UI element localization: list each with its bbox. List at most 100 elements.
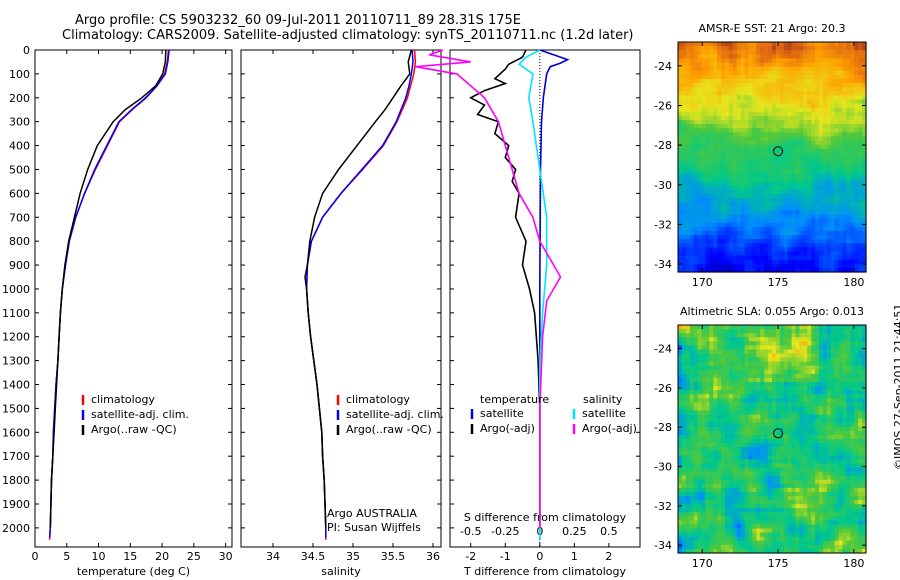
sst_map-cell [744, 115, 750, 121]
sst_map-cell [830, 111, 836, 117]
sla_map-cell [721, 373, 726, 379]
sst_map-cell [799, 202, 804, 207]
sst_map-cell [858, 255, 863, 261]
sst_map-cell [717, 267, 722, 273]
sst_map-cell [752, 54, 757, 60]
sst_map-cell [768, 165, 773, 170]
sla_map-cell [803, 325, 808, 330]
sla_map-cell [760, 353, 765, 359]
sst_map-cell [732, 202, 738, 207]
sst_map-cell [822, 198, 828, 203]
sla_map-cell [795, 418, 801, 424]
sst_map-ytick-label: -24 [654, 60, 672, 73]
sla_map-cell [768, 426, 773, 432]
sst_map-cell [850, 50, 855, 55]
sla_map-cell [775, 471, 781, 477]
sla_map-cell [717, 329, 722, 334]
sst_map-cell [740, 235, 746, 240]
sst_map-cell [697, 144, 703, 150]
sst_map-cell [756, 177, 761, 183]
sla_map-cell [740, 341, 746, 346]
sst_map-cell [826, 74, 832, 80]
sst_map-cell [713, 54, 718, 60]
sst_map-cell [822, 74, 828, 80]
sst_map-cell [756, 66, 761, 72]
sst_map-cell [791, 177, 797, 183]
sst_map-cell [709, 267, 714, 273]
sst_map-cell [815, 222, 820, 228]
sla_map-cell [807, 471, 812, 477]
sla_map-cell [822, 402, 828, 408]
sla_map-cell [721, 475, 726, 481]
sla_map-cell [850, 418, 855, 424]
sla_map-cell [740, 398, 746, 403]
sla_map-cell [768, 418, 773, 424]
sst_map-cell [764, 239, 769, 244]
sst_map-cell [701, 115, 707, 121]
sla_map-cell [697, 439, 703, 444]
sla_map-cell [795, 475, 801, 481]
sst_map-cell [846, 243, 851, 248]
sst_map-cell [685, 42, 691, 47]
sla_map-cell [787, 459, 793, 465]
sst_map-cell [858, 120, 863, 125]
sla_map-cell [850, 426, 855, 432]
sla_map-cell [725, 337, 730, 342]
sst_map-cell [768, 107, 773, 113]
sst_map-cell [701, 255, 707, 261]
sla_map-cell [717, 353, 722, 359]
sst_map-cell [783, 247, 789, 253]
sst_map-cell [705, 157, 710, 162]
sla_map-cell [807, 353, 812, 359]
sst_map-cell [846, 132, 851, 138]
sla_map-cell [697, 463, 703, 469]
sst_map-cell [756, 173, 761, 179]
sst_map-cell [752, 189, 757, 195]
sst_map-cell [787, 157, 793, 162]
sst_map-cell [736, 161, 742, 166]
sla_map-cell [838, 386, 844, 391]
sst_map-cell [858, 136, 863, 142]
sst_map-cell [717, 169, 722, 175]
sst_map-cell [799, 62, 804, 68]
sst_map-cell [768, 206, 773, 211]
sst_map-cell [838, 74, 844, 80]
sst_map-cell [721, 144, 726, 150]
sst_map-cell [756, 87, 761, 92]
sst_map-cell [740, 210, 746, 216]
sla_map-cell [705, 443, 710, 448]
sst_map-cell [721, 251, 726, 257]
sla_map-cell [705, 418, 710, 424]
sst_map-cell [705, 255, 710, 261]
sla_map-cell [826, 487, 832, 493]
sst_map-cell [858, 66, 863, 72]
sla_map-cell [740, 365, 746, 371]
sst_map-cell [862, 46, 867, 51]
sla_map-cell [713, 447, 718, 452]
sst_map-cell [748, 99, 754, 105]
sla_map-cell [752, 463, 757, 469]
sla_map-cell [783, 426, 789, 432]
sst_map-cell [846, 202, 851, 207]
sst_map-cell [815, 78, 820, 84]
sst_map-cell [681, 120, 687, 125]
sla_map-cell [697, 443, 703, 448]
sla_map-cell [725, 471, 730, 477]
sla_map-cell [725, 426, 730, 432]
sst_map-cell [775, 185, 781, 191]
sst_map-cell [713, 78, 718, 84]
sla_map-cell [678, 451, 683, 456]
sst_map-cell [768, 198, 773, 203]
sst_map-cell [709, 202, 714, 207]
sst_map-cell [740, 259, 746, 265]
sst_map-cell [783, 243, 789, 248]
sst_map-cell [697, 54, 703, 60]
sst_map-cell [721, 230, 726, 236]
sst_map-cell [834, 247, 840, 253]
sst_map-cell [689, 136, 695, 142]
sla_map-cell [705, 337, 710, 342]
sla_map-cell [764, 361, 769, 367]
sst_map-cell [697, 189, 703, 195]
sla_map-cell [783, 373, 789, 379]
sst_map-cell [732, 263, 738, 269]
